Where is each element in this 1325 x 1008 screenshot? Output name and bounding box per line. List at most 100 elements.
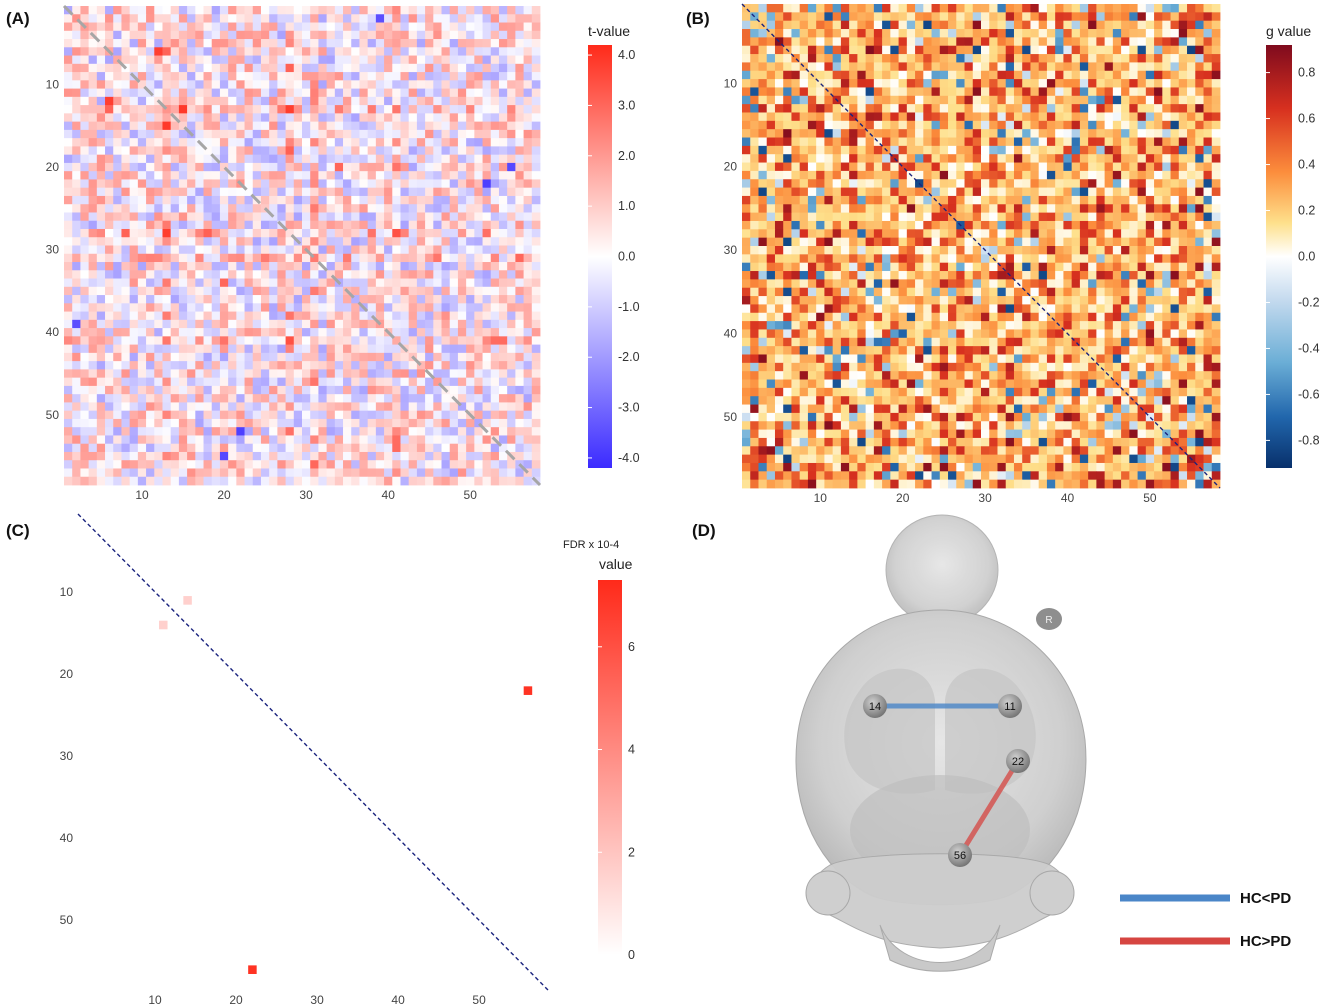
heatmap-cell bbox=[441, 262, 451, 271]
heatmap-cell bbox=[1063, 4, 1073, 13]
heatmap-cell bbox=[334, 88, 344, 98]
heatmap-cell bbox=[203, 96, 213, 106]
heatmap-cell bbox=[449, 39, 459, 48]
heatmap-cell bbox=[129, 154, 139, 164]
heatmap-cell bbox=[923, 12, 932, 22]
heatmap-cell bbox=[474, 468, 483, 478]
heatmap-cell bbox=[457, 311, 467, 321]
heatmap-cell bbox=[367, 195, 377, 205]
heatmap-cell bbox=[1211, 162, 1221, 172]
heatmap-cell bbox=[137, 451, 147, 461]
heatmap-cell bbox=[375, 262, 385, 271]
heatmap-cell bbox=[923, 162, 932, 172]
heatmap-cell bbox=[195, 22, 204, 32]
heatmap-cell bbox=[507, 113, 516, 123]
heatmap-cell bbox=[375, 6, 385, 15]
heatmap-cell bbox=[791, 145, 801, 155]
heatmap-cell bbox=[857, 87, 867, 97]
heatmap-cell bbox=[359, 435, 369, 445]
heatmap-cell bbox=[1096, 112, 1106, 122]
heatmap-cell bbox=[146, 286, 155, 296]
heatmap-cell bbox=[523, 55, 533, 65]
heatmap-cell bbox=[203, 154, 213, 164]
heatmap-cell bbox=[1137, 170, 1147, 180]
heatmap-cell bbox=[531, 129, 541, 139]
heatmap-cell bbox=[898, 54, 908, 63]
heatmap-cell bbox=[277, 171, 286, 180]
heatmap-cell bbox=[1137, 187, 1147, 197]
heatmap-cell bbox=[466, 30, 475, 40]
heatmap-cell bbox=[178, 80, 188, 89]
heatmap-cell bbox=[1079, 79, 1089, 88]
heatmap-cell bbox=[898, 179, 908, 188]
heatmap-cell bbox=[758, 12, 768, 22]
heatmap-cell bbox=[228, 220, 237, 230]
heatmap-cell bbox=[441, 468, 451, 478]
heatmap-cell bbox=[498, 146, 508, 156]
heatmap-cell bbox=[244, 129, 254, 139]
heatmap-cell bbox=[882, 37, 891, 47]
heatmap-cell bbox=[178, 179, 188, 189]
heatmap-cell bbox=[807, 120, 817, 130]
heatmap-cell bbox=[318, 451, 328, 461]
heatmap-cell bbox=[326, 30, 336, 40]
heatmap-cell bbox=[211, 361, 221, 370]
heatmap-cell bbox=[162, 361, 172, 370]
heatmap-cell bbox=[1104, 70, 1114, 80]
heatmap-cell bbox=[482, 220, 492, 230]
heatmap-cell bbox=[400, 14, 410, 23]
heatmap-cell bbox=[64, 171, 73, 180]
heatmap-cell bbox=[1104, 129, 1114, 138]
heatmap-cell bbox=[195, 352, 204, 362]
heatmap-cell bbox=[1145, 145, 1155, 155]
heatmap-cell bbox=[939, 112, 949, 122]
heatmap-cell bbox=[170, 352, 180, 362]
heatmap-cell bbox=[989, 212, 998, 222]
heatmap-cell bbox=[498, 303, 508, 312]
heatmap-cell bbox=[742, 162, 751, 172]
heatmap-cell bbox=[1145, 154, 1155, 163]
heatmap-cell bbox=[857, 137, 867, 147]
heatmap-cell bbox=[1112, 4, 1122, 13]
heatmap-cell bbox=[1203, 212, 1213, 222]
heatmap-cell bbox=[146, 303, 155, 312]
heatmap-cell bbox=[416, 435, 426, 445]
heatmap-cell bbox=[187, 336, 196, 345]
heatmap-cell bbox=[260, 72, 270, 81]
heatmap-cell bbox=[1022, 220, 1031, 230]
heatmap-cell bbox=[302, 88, 311, 98]
heatmap-cell bbox=[408, 146, 418, 156]
heatmap-cell bbox=[293, 228, 303, 238]
heatmap-cell bbox=[137, 344, 147, 354]
heatmap-cell bbox=[244, 39, 254, 48]
heatmap-cell bbox=[285, 278, 295, 288]
heatmap-cell bbox=[1145, 137, 1155, 147]
heatmap-cell bbox=[359, 220, 369, 230]
heatmap-cell bbox=[277, 80, 286, 89]
heatmap-cell bbox=[1112, 37, 1122, 47]
heatmap-cell bbox=[490, 179, 500, 189]
heatmap-cell bbox=[105, 476, 114, 486]
heatmap-cell bbox=[203, 344, 213, 354]
heatmap-cell bbox=[1162, 4, 1171, 13]
heatmap-cell bbox=[1030, 154, 1040, 163]
heatmap-cell bbox=[449, 385, 459, 395]
heatmap-cell bbox=[64, 443, 73, 453]
heatmap-cell bbox=[523, 47, 533, 56]
heatmap-cell bbox=[931, 37, 941, 47]
heatmap-cell bbox=[96, 344, 106, 354]
heatmap-cell bbox=[260, 410, 270, 420]
heatmap-cell bbox=[195, 121, 204, 131]
heatmap-cell bbox=[1013, 154, 1023, 163]
heatmap-cell bbox=[318, 361, 328, 370]
heatmap-cell bbox=[64, 96, 73, 106]
heatmap-cell bbox=[113, 451, 122, 461]
heatmap-cell bbox=[121, 278, 131, 288]
heatmap-cell bbox=[1129, 162, 1138, 172]
heatmap-cell bbox=[203, 319, 213, 329]
heatmap-cell bbox=[1005, 204, 1015, 214]
heatmap-cell bbox=[162, 286, 172, 296]
heatmap-cell bbox=[96, 220, 106, 230]
heatmap-cell bbox=[146, 468, 155, 478]
heatmap-cell bbox=[807, 45, 817, 55]
